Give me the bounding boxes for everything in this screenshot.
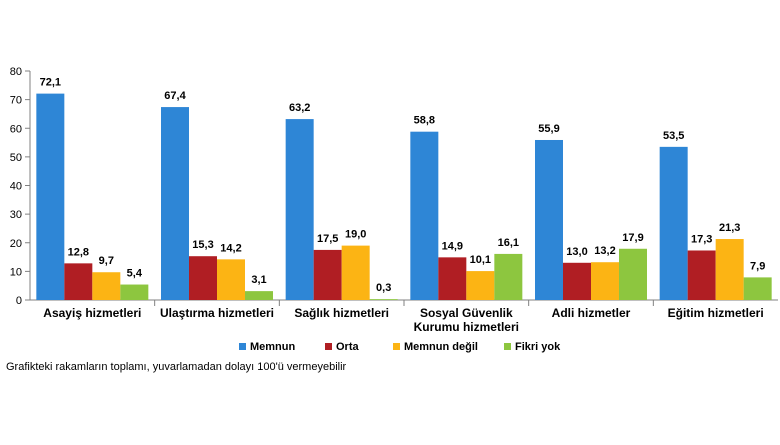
- legend-swatch: [239, 343, 246, 350]
- data-label: 63,2: [289, 102, 310, 114]
- bar: [687, 250, 716, 300]
- legend-label: Memnun değil: [404, 341, 478, 353]
- bar: [659, 146, 688, 300]
- data-label: 55,9: [538, 123, 559, 135]
- bar: [715, 239, 744, 300]
- y-tick-label: 10: [10, 266, 22, 278]
- y-tick-label: 60: [10, 123, 22, 135]
- legend-label: Memnun: [250, 341, 296, 353]
- y-tick-label: 50: [10, 152, 22, 164]
- bar: [743, 277, 772, 300]
- bar: [591, 262, 619, 300]
- bar: [369, 299, 398, 300]
- y-tick-label: 0: [16, 295, 22, 307]
- data-label: 17,3: [691, 233, 712, 245]
- bar: [535, 139, 563, 300]
- data-label: 5,4: [127, 268, 143, 280]
- bar: [341, 245, 370, 300]
- bar: [92, 272, 121, 300]
- category-label: Kurumu hizmetleri: [414, 320, 519, 334]
- bar: [438, 257, 467, 300]
- category-label: Sosyal Güvenlik: [420, 306, 513, 320]
- bar: [36, 93, 65, 301]
- data-label: 14,2: [220, 242, 241, 254]
- data-label: 17,9: [622, 232, 643, 244]
- y-tick-label: 70: [10, 95, 22, 107]
- legend-swatch: [325, 343, 332, 350]
- data-label: 15,3: [192, 239, 213, 251]
- bar: [619, 248, 647, 300]
- data-label: 53,5: [663, 130, 684, 142]
- legend-swatch: [393, 343, 400, 350]
- legend-label: Orta: [336, 341, 360, 353]
- data-label: 13,2: [594, 245, 615, 257]
- data-label: 7,9: [750, 260, 765, 272]
- footnote: Grafikteki rakamların toplamı, yuvarlama…: [6, 361, 347, 373]
- data-label: 12,8: [68, 246, 89, 258]
- category-label: Eğitim hizmetleri: [668, 306, 764, 320]
- y-tick-label: 30: [10, 209, 22, 221]
- legend-swatch: [504, 343, 511, 350]
- category-label: Adli hizmetler: [552, 306, 631, 320]
- data-label: 21,3: [719, 222, 740, 234]
- category-label: Ulaştırma hizmetleri: [160, 306, 274, 320]
- bar: [189, 256, 217, 300]
- bar: [120, 284, 149, 300]
- data-label: 67,4: [164, 90, 186, 102]
- bar: [217, 259, 245, 300]
- data-label: 16,1: [498, 237, 519, 249]
- data-label: 58,8: [414, 115, 435, 127]
- bar: [466, 271, 495, 300]
- bar: [245, 291, 273, 300]
- data-label: 14,9: [442, 240, 463, 252]
- bar: [410, 131, 439, 300]
- category-label: Sağlık hizmetleri: [294, 306, 389, 320]
- y-tick-label: 40: [10, 181, 22, 193]
- bar: [161, 107, 189, 300]
- y-tick-label: 80: [10, 66, 22, 78]
- bar: [285, 119, 314, 300]
- data-label: 0,3: [376, 282, 391, 294]
- legend-label: Fikri yok: [515, 341, 561, 353]
- bar: [563, 262, 591, 300]
- category-label: Asayiş hizmetleri: [43, 306, 141, 320]
- bar: [64, 263, 93, 300]
- data-label: 72,1: [40, 77, 61, 89]
- data-label: 17,5: [317, 233, 338, 245]
- data-label: 3,1: [251, 274, 266, 286]
- data-label: 19,0: [345, 229, 366, 241]
- data-label: 10,1: [470, 254, 491, 266]
- data-label: 9,7: [99, 255, 114, 267]
- y-tick-label: 20: [10, 238, 22, 250]
- bar: [494, 253, 523, 300]
- data-label: 13,0: [566, 246, 587, 258]
- bar: [313, 249, 342, 300]
